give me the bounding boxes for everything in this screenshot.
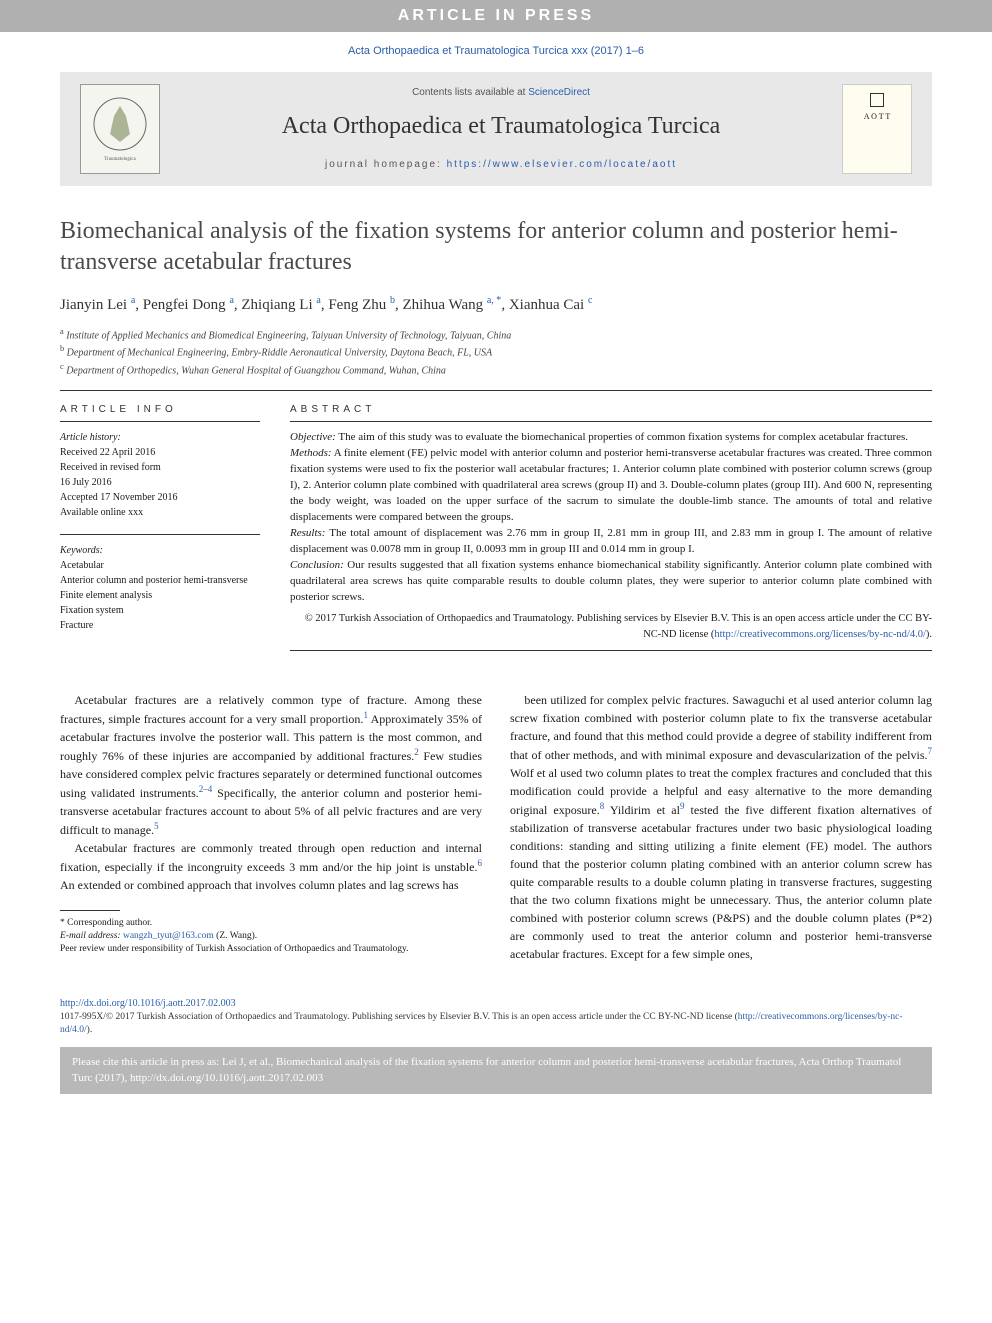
cover-acronym: A O T T xyxy=(864,111,890,122)
peer-review-note: Peer review under responsibility of Turk… xyxy=(60,943,482,956)
body-left-column: Acetabular fractures are a relatively co… xyxy=(60,691,482,963)
article-in-press-banner: ARTICLE IN PRESS xyxy=(0,0,992,32)
keyword: Anterior column and posterior hemi-trans… xyxy=(60,573,260,588)
history-label: Article history: xyxy=(60,430,260,445)
objective-label: Objective: xyxy=(290,431,336,443)
body-text: Acetabular fractures are a relatively co… xyxy=(60,691,932,963)
footnote-separator xyxy=(60,910,120,911)
svg-text:Traumatologica: Traumatologica xyxy=(104,157,136,162)
doi-link[interactable]: http://dx.doi.org/10.1016/j.aott.2017.02… xyxy=(60,998,236,1009)
journal-cover-thumbnail: A O T T xyxy=(842,84,912,174)
abstract-body: Objective: The aim of this study was to … xyxy=(290,430,932,642)
article-history: Article history: Received 22 April 2016R… xyxy=(60,430,260,520)
divider xyxy=(60,534,260,535)
article-title: Biomechanical analysis of the fixation s… xyxy=(60,216,932,278)
doi-block: http://dx.doi.org/10.1016/j.aott.2017.02… xyxy=(60,997,932,1038)
contents-available: Contents lists available at ScienceDirec… xyxy=(180,86,822,100)
issn-text: 1017-995X/© 2017 Turkish Association of … xyxy=(60,1012,738,1022)
publisher-seal-icon: Traumatologica xyxy=(80,84,160,174)
copyright-suffix: ). xyxy=(926,629,932,640)
divider xyxy=(290,650,932,651)
abstract-copyright: © 2017 Turkish Association of Orthopaedi… xyxy=(290,611,932,641)
author-list: Jianyin Lei a, Pengfei Dong a, Zhiqiang … xyxy=(60,294,932,316)
author-email-link[interactable]: wangzh_tyut@163.com xyxy=(123,931,214,941)
issn-suffix: ). xyxy=(87,1025,93,1035)
citation-box: Please cite this article in press as: Le… xyxy=(60,1047,932,1094)
issn-license-line: 1017-995X/© 2017 Turkish Association of … xyxy=(60,1011,932,1038)
contents-prefix: Contents lists available at xyxy=(412,87,528,98)
email-suffix: (Z. Wang). xyxy=(214,931,257,941)
results-label: Results: xyxy=(290,527,325,539)
email-label: E-mail address: xyxy=(60,931,123,941)
methods-text: A finite element (FE) pelvic model with … xyxy=(290,447,932,523)
conclusion-label: Conclusion: xyxy=(290,559,344,571)
history-line: Received in revised form xyxy=(60,460,260,475)
affiliation-line: b Department of Mechanical Engineering, … xyxy=(60,343,932,360)
body-right-column: been utilized for complex pelvic fractur… xyxy=(510,691,932,963)
body-paragraph: been utilized for complex pelvic fractur… xyxy=(510,691,932,963)
article-info-column: ARTICLE INFO Article history: Received 2… xyxy=(60,403,260,651)
keyword: Fixation system xyxy=(60,603,260,618)
homepage-link[interactable]: https://www.elsevier.com/locate/aott xyxy=(447,159,677,170)
keywords-block: Keywords: AcetabularAnterior column and … xyxy=(60,543,260,633)
article-info-heading: ARTICLE INFO xyxy=(60,403,260,422)
cover-logo-icon xyxy=(870,93,884,107)
abstract-heading: ABSTRACT xyxy=(290,403,932,422)
corresponding-author-note: * Corresponding author. xyxy=(60,917,482,930)
history-line: 16 July 2016 xyxy=(60,475,260,490)
license-link[interactable]: http://creativecommons.org/licenses/by-n… xyxy=(714,629,926,640)
affiliations: a Institute of Applied Mechanics and Bio… xyxy=(60,326,932,378)
history-line: Accepted 17 November 2016 xyxy=(60,490,260,505)
history-line: Available online xxx xyxy=(60,505,260,520)
journal-masthead: Traumatologica Contents lists available … xyxy=(60,72,932,186)
keyword: Acetabular xyxy=(60,558,260,573)
keyword: Fracture xyxy=(60,618,260,633)
results-text: The total amount of displacement was 2.7… xyxy=(290,527,932,555)
conclusion-text: Our results suggested that all fixation … xyxy=(290,559,932,603)
keywords-label: Keywords: xyxy=(60,543,260,558)
journal-name: Acta Orthopaedica et Traumatologica Turc… xyxy=(180,110,822,144)
homepage-label: journal homepage: xyxy=(325,159,447,170)
masthead-center: Contents lists available at ScienceDirec… xyxy=(180,86,822,172)
divider xyxy=(60,390,932,391)
sciencedirect-link[interactable]: ScienceDirect xyxy=(528,87,590,98)
keyword: Finite element analysis xyxy=(60,588,260,603)
affiliation-line: c Department of Orthopedics, Wuhan Gener… xyxy=(60,361,932,378)
body-paragraph: Acetabular fractures are a relatively co… xyxy=(60,691,482,839)
journal-homepage: journal homepage: https://www.elsevier.c… xyxy=(180,158,822,172)
body-paragraph: Acetabular fractures are commonly treate… xyxy=(60,839,482,894)
citation-line: Acta Orthopaedica et Traumatologica Turc… xyxy=(0,32,992,71)
abstract-column: ABSTRACT Objective: The aim of this stud… xyxy=(290,403,932,651)
affiliation-line: a Institute of Applied Mechanics and Bio… xyxy=(60,326,932,343)
methods-label: Methods: xyxy=(290,447,332,459)
objective-text: The aim of this study was to evaluate th… xyxy=(338,431,908,443)
history-line: Received 22 April 2016 xyxy=(60,445,260,460)
email-note: E-mail address: wangzh_tyut@163.com (Z. … xyxy=(60,930,482,943)
